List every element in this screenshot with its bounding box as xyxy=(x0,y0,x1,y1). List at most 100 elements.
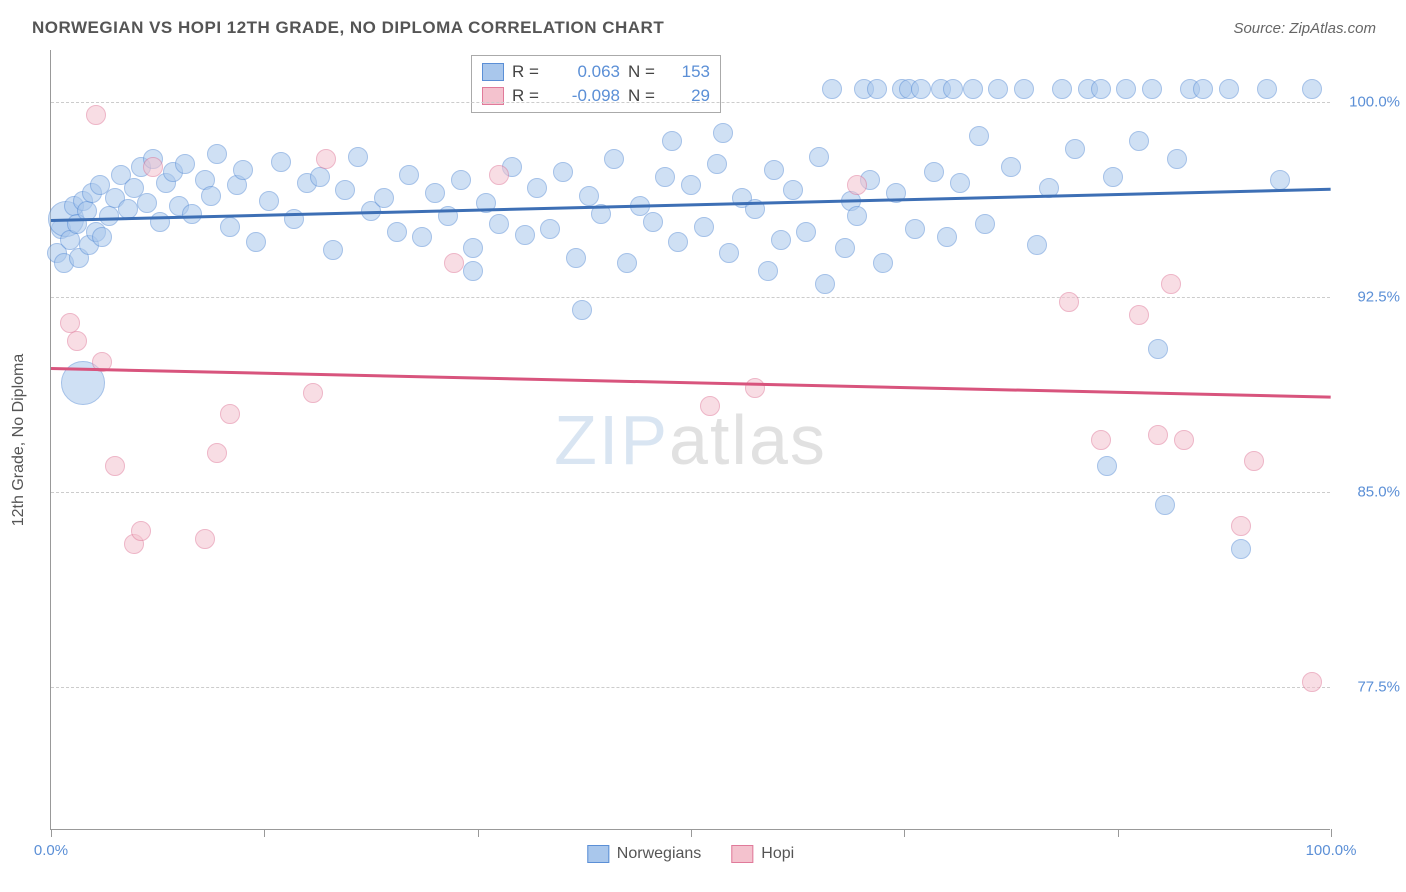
scatter-point xyxy=(719,243,739,263)
legend-label: Norwegians xyxy=(617,845,701,863)
x-tick xyxy=(264,829,265,837)
scatter-point xyxy=(988,79,1008,99)
stat-n-label: N = xyxy=(628,86,662,106)
scatter-point xyxy=(463,238,483,258)
scatter-point xyxy=(681,175,701,195)
gridline xyxy=(51,297,1330,298)
scatter-point xyxy=(815,274,835,294)
scatter-point xyxy=(745,378,765,398)
scatter-point xyxy=(937,227,957,247)
scatter-point xyxy=(399,165,419,185)
scatter-point xyxy=(617,253,637,273)
scatter-point xyxy=(259,191,279,211)
plot-area: ZIPatlas R =0.063N =153R =-0.098N =29 No… xyxy=(50,50,1330,830)
scatter-point xyxy=(643,212,663,232)
scatter-point xyxy=(1142,79,1162,99)
scatter-point xyxy=(348,147,368,167)
x-tick-label: 0.0% xyxy=(34,842,68,859)
stats-box: R =0.063N =153R =-0.098N =29 xyxy=(471,55,721,113)
scatter-point xyxy=(835,238,855,258)
gridline xyxy=(51,687,1330,688)
scatter-point xyxy=(572,300,592,320)
stat-n-value: 153 xyxy=(670,62,710,82)
scatter-point xyxy=(783,180,803,200)
scatter-point xyxy=(335,180,355,200)
scatter-point xyxy=(150,212,170,232)
scatter-point xyxy=(1161,274,1181,294)
scatter-point xyxy=(1257,79,1277,99)
scatter-point xyxy=(579,186,599,206)
scatter-point xyxy=(105,456,125,476)
scatter-point xyxy=(425,183,445,203)
y-tick-label: 85.0% xyxy=(1340,484,1400,501)
gridline xyxy=(51,492,1330,493)
scatter-point xyxy=(131,521,151,541)
scatter-point xyxy=(1302,79,1322,99)
scatter-point xyxy=(1097,456,1117,476)
scatter-point xyxy=(323,240,343,260)
x-tick xyxy=(904,829,905,837)
scatter-point xyxy=(796,222,816,242)
stats-row: R =0.063N =153 xyxy=(482,60,710,84)
scatter-point xyxy=(566,248,586,268)
scatter-point xyxy=(668,232,688,252)
scatter-point xyxy=(271,152,291,172)
scatter-point xyxy=(527,178,547,198)
scatter-point xyxy=(444,253,464,273)
scatter-point xyxy=(99,206,119,226)
scatter-point xyxy=(553,162,573,182)
scatter-point xyxy=(694,217,714,237)
scatter-point xyxy=(1193,79,1213,99)
scatter-point xyxy=(143,157,163,177)
scatter-point xyxy=(220,404,240,424)
scatter-point xyxy=(515,225,535,245)
scatter-point xyxy=(201,186,221,206)
scatter-point xyxy=(207,144,227,164)
scatter-point xyxy=(137,193,157,213)
watermark-atlas: atlas xyxy=(669,401,827,479)
scatter-point xyxy=(1129,305,1149,325)
scatter-point xyxy=(707,154,727,174)
scatter-point xyxy=(713,123,733,143)
stat-r-label: R = xyxy=(512,62,546,82)
stat-n-label: N = xyxy=(628,62,662,82)
scatter-point xyxy=(1129,131,1149,151)
scatter-point xyxy=(1116,79,1136,99)
scatter-point xyxy=(387,222,407,242)
scatter-point xyxy=(700,396,720,416)
scatter-point xyxy=(1148,425,1168,445)
scatter-point xyxy=(412,227,432,247)
scatter-point xyxy=(374,188,394,208)
scatter-point xyxy=(316,149,336,169)
scatter-point xyxy=(220,217,240,237)
legend-label: Hopi xyxy=(761,845,794,863)
gridline xyxy=(51,102,1330,103)
scatter-point xyxy=(822,79,842,99)
legend-swatch xyxy=(731,845,753,863)
scatter-point xyxy=(1148,339,1168,359)
scatter-point xyxy=(1219,79,1239,99)
scatter-point xyxy=(1174,430,1194,450)
scatter-point xyxy=(451,170,471,190)
scatter-point xyxy=(867,79,887,99)
legend-item: Norwegians xyxy=(587,845,701,863)
watermark-zip: ZIP xyxy=(554,401,669,479)
legend-swatch xyxy=(482,63,504,81)
watermark: ZIPatlas xyxy=(554,400,827,480)
trend-line xyxy=(51,367,1331,398)
scatter-point xyxy=(809,147,829,167)
scatter-point xyxy=(963,79,983,99)
scatter-point xyxy=(118,199,138,219)
scatter-point xyxy=(303,383,323,403)
y-axis-label: 12th Grade, No Diploma xyxy=(10,354,28,527)
scatter-point xyxy=(540,219,560,239)
x-tick xyxy=(478,829,479,837)
scatter-point xyxy=(1059,292,1079,312)
scatter-point xyxy=(1091,430,1111,450)
scatter-point xyxy=(1052,79,1072,99)
scatter-point xyxy=(1065,139,1085,159)
stat-n-value: 29 xyxy=(670,86,710,106)
stat-r-value: -0.098 xyxy=(554,86,620,106)
scatter-point xyxy=(1167,149,1187,169)
scatter-point xyxy=(943,79,963,99)
